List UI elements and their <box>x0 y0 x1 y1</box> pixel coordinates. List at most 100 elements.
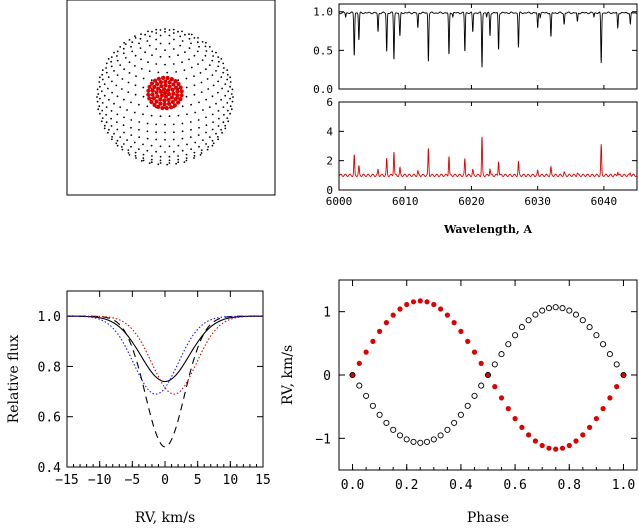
surface-dot <box>123 143 125 145</box>
surface-dot <box>229 112 232 115</box>
rv-point-series-0 <box>363 349 369 355</box>
surface-dot <box>212 142 215 145</box>
surface-dot <box>135 75 137 77</box>
surface-dot <box>193 93 196 96</box>
ytick-label: 0.5 <box>313 44 333 57</box>
surface-dot <box>111 91 113 94</box>
surface-dot <box>108 98 110 101</box>
surface-dot <box>172 28 175 31</box>
surface-dot <box>155 38 158 41</box>
surface-dot <box>224 127 227 130</box>
surface-dot <box>222 71 225 74</box>
surface-dot <box>181 137 184 140</box>
surface-dot <box>105 71 108 74</box>
surface-dot <box>168 155 171 158</box>
surface-dot <box>96 100 99 103</box>
star-disk-panel <box>66 0 276 196</box>
surface-dot <box>168 162 171 164</box>
rv-point-series-1 <box>471 392 478 399</box>
rv-point-series-0 <box>471 349 478 355</box>
surface-dot <box>199 72 202 74</box>
surface-dot <box>206 78 209 80</box>
rv-point-series-1 <box>356 382 363 389</box>
surface-dot <box>101 78 104 81</box>
xtick-label: 6030 <box>524 195 551 208</box>
surface-dot <box>127 81 130 84</box>
surface-dot <box>113 51 115 54</box>
ytick-label: 0.6 <box>38 411 61 426</box>
surface-dot <box>99 76 101 79</box>
rv-point-series-0 <box>438 306 444 312</box>
rv-point-series-1 <box>396 432 404 439</box>
xtick-label: 0 <box>161 473 169 488</box>
spot-dot <box>179 89 184 94</box>
surface-dot <box>172 32 175 34</box>
surface-dot <box>211 139 214 142</box>
surface-dot <box>229 97 232 100</box>
surface-dot <box>113 102 115 105</box>
surface-dot <box>224 94 227 97</box>
surface-dot <box>105 62 108 65</box>
surface-dot <box>140 58 142 61</box>
surface-dot <box>212 55 215 57</box>
ytick-label: 0.0 <box>313 83 333 96</box>
surface-dot <box>101 109 104 112</box>
surface-dot <box>146 122 149 125</box>
surface-dot <box>220 76 223 78</box>
surface-dot <box>116 95 119 98</box>
ytick-label: 1 <box>323 306 331 321</box>
surface-dot <box>186 143 188 146</box>
surface-dot <box>231 100 234 103</box>
surface-dot <box>123 131 125 134</box>
surface-dot <box>185 77 188 80</box>
surface-dot <box>205 131 207 134</box>
ytick-label: 0.4 <box>38 461 62 476</box>
rv-point-series-1 <box>417 439 424 446</box>
surface-dot <box>222 62 225 65</box>
rv-point-series-0 <box>505 406 511 412</box>
surface-dot <box>193 75 195 77</box>
surface-dot <box>181 149 184 152</box>
surface-dot <box>175 162 178 165</box>
surface-dot <box>217 110 220 112</box>
surface-dot <box>142 95 145 98</box>
rv-point-series-1 <box>444 426 451 433</box>
surface-dot <box>105 106 108 108</box>
spot-dot <box>156 76 161 81</box>
rv-point-series-1 <box>484 371 492 379</box>
surface-dot <box>142 143 144 146</box>
surface-dot <box>168 115 171 118</box>
surface-dot <box>185 159 188 162</box>
surface-dot <box>197 37 199 39</box>
spot-dot <box>165 75 170 81</box>
surface-dot <box>190 66 193 69</box>
spot-dot <box>176 81 181 87</box>
spot-dot <box>172 103 177 108</box>
surface-dot <box>138 136 141 139</box>
surface-dot <box>208 46 211 48</box>
spectrum-bottom-line <box>338 136 638 178</box>
surface-dot <box>211 95 214 98</box>
surface-dot <box>211 74 214 76</box>
surface-dot <box>164 30 166 33</box>
surface-dot <box>110 117 112 120</box>
spot-dot <box>146 92 151 97</box>
xtick-label: 6010 <box>392 195 419 208</box>
surface-dot <box>103 124 106 127</box>
surface-dot <box>181 61 183 64</box>
profiles-xlabel: RV, km/s <box>135 510 195 526</box>
surface-dot <box>198 145 200 148</box>
spot-dot <box>160 105 165 111</box>
rv-point-series-1 <box>593 332 600 339</box>
surface-dot <box>150 79 153 82</box>
surface-dot <box>146 149 149 152</box>
surface-dot <box>181 40 184 42</box>
surface-dot <box>164 63 166 66</box>
rv-point-series-0 <box>614 384 620 390</box>
rv-point-series-1 <box>566 307 573 314</box>
surface-dot <box>217 56 220 58</box>
surface-dot <box>217 80 220 83</box>
surface-dot <box>200 81 203 84</box>
spot-dot <box>169 105 174 110</box>
